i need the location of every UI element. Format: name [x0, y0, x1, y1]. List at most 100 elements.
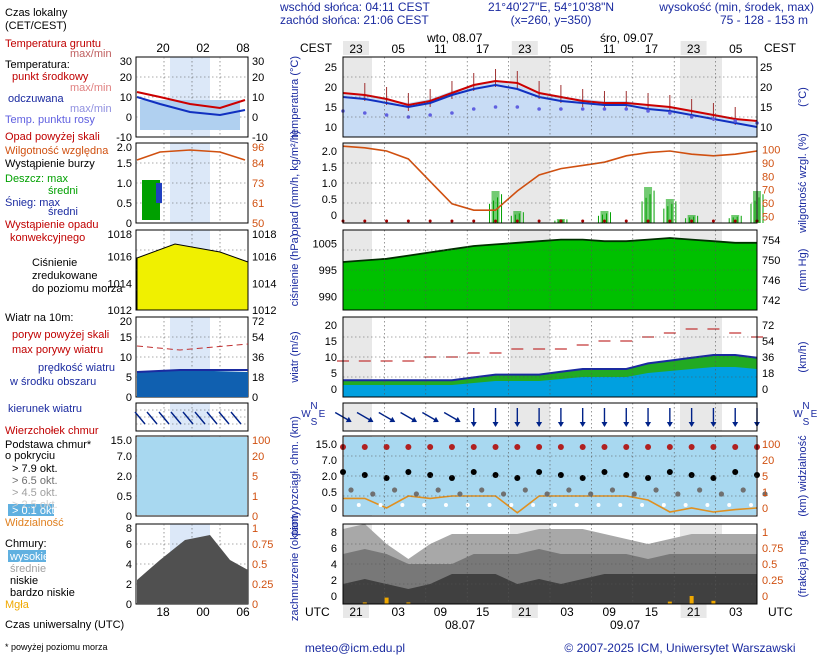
- legend-tick: 5: [252, 471, 258, 483]
- legend-tick: 84: [252, 158, 264, 170]
- cloud-base-point: [356, 503, 361, 507]
- legend-tick: 1.5: [117, 158, 132, 170]
- storm-marker: [733, 219, 737, 223]
- tick-prec: 1.5: [322, 162, 337, 174]
- legend-wind-line: [136, 369, 248, 373]
- elevation-values: 75 - 128 - 153 m: [720, 13, 808, 27]
- legend-wind-arrow: [134, 411, 146, 425]
- legend-tick: 36: [252, 352, 264, 364]
- legend-tick: 0: [252, 112, 258, 124]
- tick-wind: 0: [331, 384, 337, 396]
- wind-arrow: [710, 408, 717, 427]
- legend-clouds_title: Chmury:: [5, 538, 47, 550]
- legend-wind_title: Wiatr na 10m:: [5, 312, 73, 324]
- legend-tick: 2.0: [117, 142, 132, 154]
- tick-wind: 10: [325, 352, 337, 364]
- legend-wind-area: [137, 370, 248, 397]
- hour-top: 05: [560, 42, 574, 56]
- dewpoint-point: [537, 107, 541, 111]
- axis-title-right-hum: wilgotność wzgl. (%): [797, 133, 809, 234]
- wind-arrow: [443, 411, 461, 423]
- cloud-base-point: [500, 491, 507, 497]
- utc-label-left: UTC: [305, 605, 330, 619]
- legend-tick: 15.0: [111, 435, 132, 447]
- night-label-bg: [511, 41, 538, 55]
- legend-high-bg: [8, 550, 46, 562]
- hour-bottom: 09: [603, 605, 617, 619]
- legend-temp_ground: Temperatura gruntu: [5, 38, 101, 50]
- dewpoint-point: [646, 109, 650, 113]
- legend-precip_above: Opad powyżej skali: [5, 131, 100, 143]
- wind-arrow-head: [645, 422, 652, 427]
- wind-arrow-head: [579, 422, 586, 427]
- cloud-top-point: [710, 444, 717, 450]
- legend-wind-arrow: [194, 411, 206, 425]
- hour-top: 23: [687, 42, 701, 56]
- dewpoint-point: [428, 113, 432, 117]
- cloud-base-point: [557, 472, 564, 478]
- panel-base: [335, 435, 768, 517]
- tick-vis: 5: [762, 471, 768, 483]
- legend-tick: 8: [126, 523, 132, 535]
- cloud-base-point: [609, 487, 616, 493]
- tick-temp: 20: [760, 82, 772, 94]
- storm-marker: [668, 219, 672, 223]
- legend-tick: 1012: [108, 305, 132, 317]
- legend-snow_mid: średni: [48, 206, 78, 218]
- legend-temp_felt_mm: max/min: [70, 103, 112, 115]
- tick-base: 15.0: [316, 439, 337, 451]
- tick-prec: 0: [331, 210, 337, 222]
- legend-tick: 0: [252, 511, 258, 523]
- axis-title-wind: wiatr (m/s): [289, 331, 301, 383]
- tick-hum: 100: [762, 145, 780, 157]
- storm-marker: [515, 219, 519, 223]
- cloud-base-point: [370, 491, 376, 497]
- panel-border: [342, 316, 758, 398]
- legend-utc_label: Czas uniwersalny (UTC): [5, 619, 124, 631]
- cloud-base-point: [749, 503, 753, 507]
- legend-hour-top: 08: [236, 41, 250, 55]
- legend-hour-bottom: 06: [236, 605, 250, 619]
- tick-vis: 1: [762, 487, 768, 499]
- legend-wind-arrow: [206, 411, 218, 425]
- legend-tick: 2: [126, 579, 132, 591]
- cloud-top-point: [732, 444, 739, 450]
- legend-panel: [134, 402, 249, 432]
- panel-pres: [342, 229, 758, 311]
- legend-tick: 10: [252, 92, 264, 104]
- coordinates: 21°40'27"E, 54°10'38"N: [488, 0, 614, 14]
- axis-title-right-pres: (mm Hg): [797, 249, 809, 292]
- fog-bar: [667, 601, 672, 604]
- panel-border: [342, 142, 758, 224]
- tick-vis: 20: [762, 455, 774, 467]
- legend-rain-bar: [142, 180, 160, 220]
- storm-marker: [581, 219, 585, 223]
- storm-marker: [624, 219, 628, 223]
- dewpoint-point: [602, 107, 607, 111]
- compass-right-E: E: [811, 409, 818, 420]
- legend-humidity: Wilgotność względna: [5, 145, 109, 157]
- panel-border: [342, 435, 758, 517]
- legend-wind_dir: kierunek wiatru: [8, 403, 82, 415]
- cloud-base-point: [653, 487, 659, 493]
- legend-hour-bottom: 00: [196, 605, 210, 619]
- wind-arrow-head: [492, 422, 499, 427]
- cloud-base-point: [727, 503, 732, 507]
- wind-arrow: [623, 408, 630, 427]
- legend-tick: 15: [120, 332, 132, 344]
- wind-arrow: [601, 408, 608, 427]
- wind-arrow-head: [666, 422, 673, 427]
- cloud-base-point: [435, 487, 441, 493]
- legend-tick: 2.0: [117, 471, 132, 483]
- legend-cl_high: wysokie: [9, 551, 49, 563]
- dewpoint-point: [362, 111, 367, 115]
- tick-mmhg: 754: [762, 235, 780, 247]
- cloud-base-point: [666, 469, 673, 475]
- tick-kmh: 36: [762, 352, 774, 364]
- cest-label-right: CEST: [764, 41, 797, 55]
- tick-okt: 8: [331, 527, 337, 539]
- panel-border: [342, 523, 758, 605]
- legend-wind-arrow: [182, 411, 194, 425]
- night-label-bg: [680, 41, 707, 55]
